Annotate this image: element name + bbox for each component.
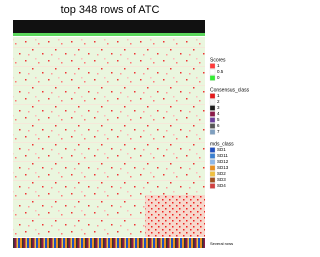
legend-label: SD4 <box>217 183 226 188</box>
legend-swatch <box>209 123 216 129</box>
legend-label: 4 <box>217 111 220 116</box>
top-annotation <box>13 20 205 33</box>
legend-swatch <box>209 63 216 69</box>
legend-title: Consensus_class <box>210 87 250 93</box>
legend-label: SD11 <box>217 153 228 158</box>
legend-label: 1 <box>217 93 220 98</box>
chart-title: top 348 rows of ATC <box>61 4 160 16</box>
legend-swatch <box>209 177 216 183</box>
legend-swatch <box>209 117 216 123</box>
legend-label: 5 <box>217 117 220 122</box>
legend-label: 0.5 <box>217 69 224 74</box>
legend-swatch <box>209 165 216 171</box>
legend-label: 2 <box>217 99 220 104</box>
legend-label: 6 <box>217 123 220 128</box>
legend-title: Scores <box>210 57 226 63</box>
chart: top 348 rows of ATC Scores10.50Consensus… <box>13 4 250 248</box>
legend-label: SD12 <box>217 159 229 164</box>
legend-swatch <box>209 183 216 189</box>
legend-label: 3 <box>217 105 220 110</box>
legend-swatch <box>209 75 216 81</box>
legend-swatch <box>209 153 216 159</box>
legend-label: 0 <box>217 75 220 80</box>
legend-label: SD3 <box>217 177 226 182</box>
legend-swatch <box>209 171 216 177</box>
top-annotation-class <box>13 33 205 36</box>
legend-title: mds_class <box>210 141 234 147</box>
bottom-annotation <box>13 238 205 248</box>
legend-label: SD1 <box>217 147 226 152</box>
legend-swatch <box>209 111 216 117</box>
legend-label: 7 <box>217 129 220 134</box>
footnote: Several rows <box>210 241 233 246</box>
legend-swatch <box>209 147 216 153</box>
legend-swatch <box>209 99 216 105</box>
legend-swatch <box>209 105 216 111</box>
legend-label: SD2 <box>217 171 226 176</box>
legends: Scores10.50Consensus_class1234567mds_cla… <box>209 57 250 189</box>
legend-swatch <box>209 69 216 75</box>
legend-swatch <box>209 129 216 135</box>
legend-swatch <box>209 93 216 99</box>
legend-label: 1 <box>217 63 220 68</box>
heatmap-dense-block <box>145 195 205 237</box>
legend-label: SD13 <box>217 165 229 170</box>
legend-swatch <box>209 159 216 165</box>
